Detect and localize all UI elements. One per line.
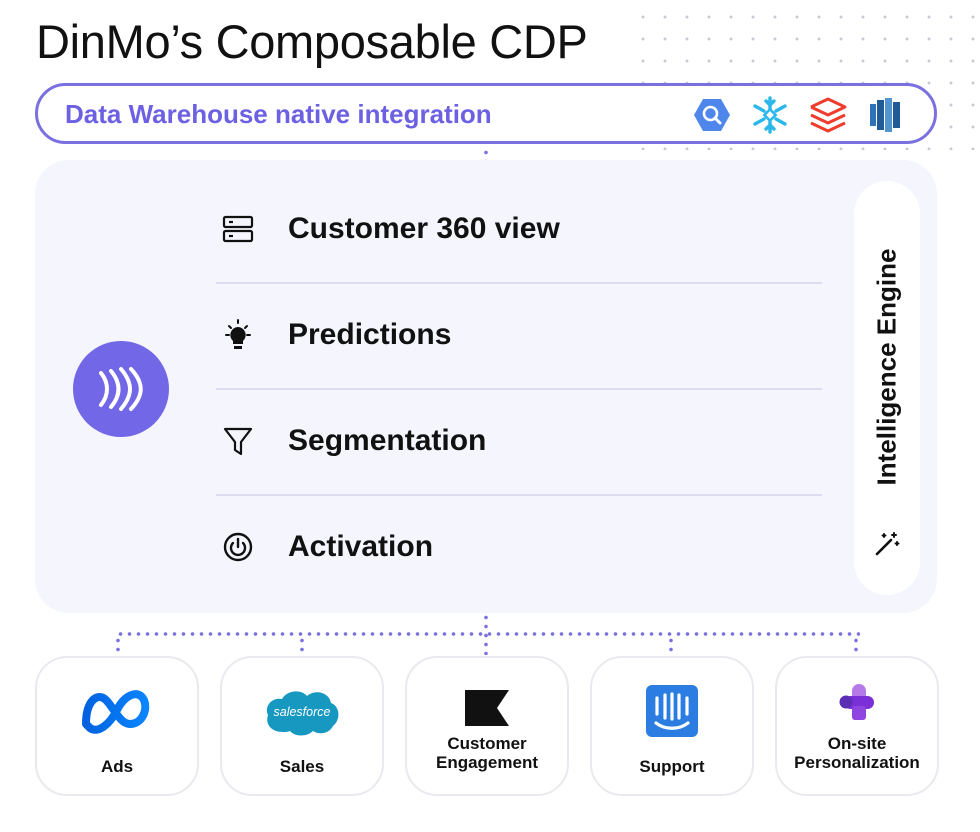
- connector-destinations-bus: [116, 632, 860, 636]
- destination-label: On-site Personalization: [794, 734, 920, 772]
- feature-segmentation: Segmentation: [216, 388, 822, 494]
- feature-label: Activation: [288, 530, 434, 563]
- feature-predictions: Predictions: [216, 282, 822, 388]
- destination-ads: Ads: [35, 656, 199, 796]
- connector-support: [669, 636, 673, 654]
- dinmo-logo: [73, 341, 169, 437]
- feature-customer-360: Customer 360 view: [216, 176, 822, 282]
- meta-icon: [37, 686, 197, 736]
- intelligence-engine: Intelligence Engine: [854, 181, 920, 595]
- cdp-core-panel: [35, 160, 937, 613]
- snowflake-icon: [750, 95, 790, 135]
- destination-label: Customer Engagement: [435, 734, 539, 772]
- connector-warehouse-panel: [484, 148, 488, 160]
- destination-onsite-personalization: On-site Personalization: [775, 656, 939, 796]
- connector-ads: [116, 636, 120, 654]
- redshift-icon: [866, 95, 906, 135]
- magic-wand-icon: [874, 531, 900, 562]
- filter-icon: [222, 425, 270, 457]
- destination-sales: salesforce Sales: [220, 656, 384, 796]
- feature-label: Customer 360 view: [288, 212, 560, 245]
- feature-separator: [216, 494, 822, 496]
- power-icon: [222, 531, 270, 563]
- feature-separator: [216, 282, 822, 284]
- connector-sales: [300, 636, 304, 654]
- warehouse-icons: [692, 95, 906, 135]
- feature-label: Segmentation: [288, 424, 487, 457]
- lightbulb-icon: [222, 319, 270, 351]
- page-title: DinMo’s Composable CDP: [36, 15, 588, 68]
- databricks-icon: [808, 95, 848, 135]
- feature-activation: Activation: [216, 494, 822, 600]
- salesforce-icon: salesforce: [222, 686, 382, 740]
- google-optimize-icon: [777, 680, 937, 734]
- destination-label: Ads: [100, 757, 134, 776]
- destination-label: Sales: [279, 757, 325, 776]
- feature-label: Predictions: [288, 318, 452, 351]
- feature-separator: [216, 388, 822, 390]
- salesforce-icon-text: salesforce: [274, 705, 331, 719]
- destination-customer-engagement: Customer Engagement: [405, 656, 569, 796]
- destination-support: Support: [590, 656, 754, 796]
- warehouse-integration-label: Data Warehouse native integration: [65, 99, 492, 129]
- destination-label: Support: [639, 757, 705, 776]
- klaviyo-icon: [407, 688, 567, 728]
- intercom-icon: [592, 684, 752, 738]
- database-icon: [222, 214, 270, 244]
- bigquery-icon: [692, 95, 732, 135]
- intelligence-engine-label: Intelligence Engine: [871, 248, 902, 486]
- connector-personalization: [854, 636, 858, 654]
- warehouse-integration-bar: Data Warehouse native integration: [35, 83, 937, 144]
